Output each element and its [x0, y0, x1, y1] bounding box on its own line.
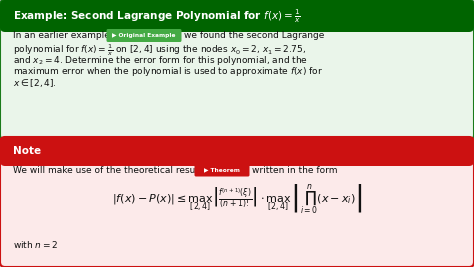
FancyBboxPatch shape: [194, 163, 249, 176]
FancyBboxPatch shape: [0, 0, 474, 140]
Text: and $x_2 = 4$. Determine the error form for this polynomial, and the: and $x_2 = 4$. Determine the error form …: [13, 54, 308, 67]
Text: polynomial for $f(x)=\frac{1}{x}$ on $[2, 4]$ using the nodes $x_0 = 2$, $x_1 = : polynomial for $f(x)=\frac{1}{x}$ on $[2…: [13, 42, 306, 58]
FancyBboxPatch shape: [0, 0, 474, 32]
FancyBboxPatch shape: [107, 29, 182, 42]
Bar: [5, 16, 469, 27]
Text: In an earlier example,: In an earlier example,: [13, 31, 113, 40]
Text: Example: Second Lagrange Polynomial for $f(x) = \frac{1}{x}$: Example: Second Lagrange Polynomial for …: [13, 7, 301, 25]
Text: we found the second Lagrange: we found the second Lagrange: [184, 31, 324, 40]
Text: maximum error when the polynomial is used to approximate $f(x)$ for: maximum error when the polynomial is use…: [13, 65, 323, 78]
Text: We will make use of the theoretical result: We will make use of the theoretical resu…: [13, 166, 201, 175]
FancyBboxPatch shape: [0, 137, 474, 267]
Text: ▶ Original Example: ▶ Original Example: [112, 33, 176, 38]
Text: $x \in [2, 4]$.: $x \in [2, 4]$.: [13, 77, 57, 89]
Text: ▶ Theorem: ▶ Theorem: [204, 167, 240, 172]
Text: $|f(x) - P(x)| \leq \underset{[2,4]}{\max} \left| \frac{f^{(n+1)}(\xi)}{(n+1)!} : $|f(x) - P(x)| \leq \underset{[2,4]}{\ma…: [111, 183, 363, 217]
Text: written in the form: written in the form: [252, 166, 337, 175]
Bar: [5, 151, 469, 161]
Text: with $n = 2$: with $n = 2$: [13, 238, 58, 249]
FancyBboxPatch shape: [0, 137, 474, 166]
Text: Note: Note: [13, 147, 41, 156]
